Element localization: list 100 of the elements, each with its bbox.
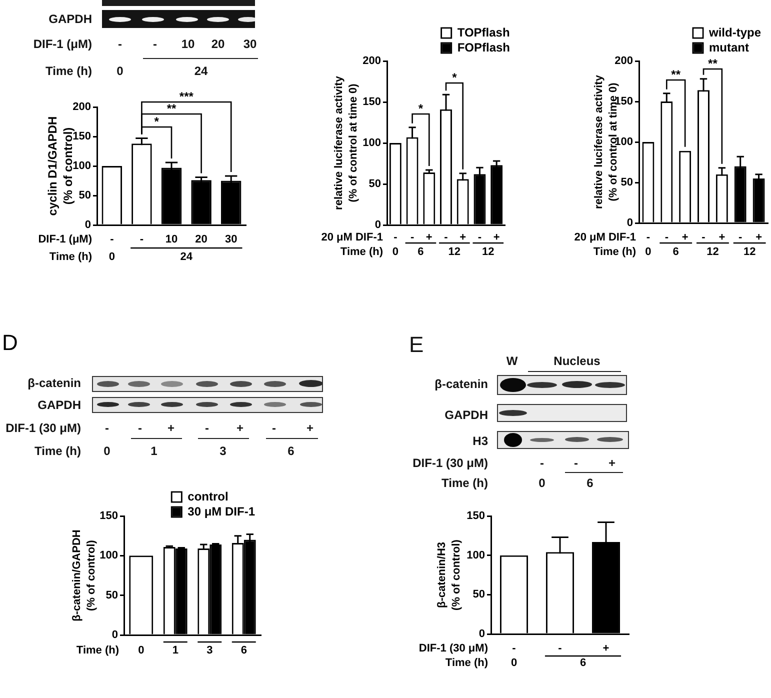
text: 6 [586,476,594,490]
text: - [574,456,578,470]
text: Time (h) [445,657,488,670]
chart-title: D [2,330,18,355]
x-tick-label: + [460,232,466,244]
text: Time (h) [340,246,384,258]
x-tick-label: - [110,234,114,246]
y-tick-label: 150 [72,130,91,143]
text: 0 [392,246,398,258]
y-tick-label: 200 [614,55,633,68]
y-tick-label: 50 [620,176,633,189]
y-tick-label: 150 [362,96,381,108]
x-axis-title: DIF-1 (μM) [38,234,92,246]
text: 0 [645,246,652,258]
annotation: * [154,114,160,128]
y-tick-label: 0 [478,628,485,640]
y-tick-label: 200 [72,101,91,114]
x-tick-label: 1 [172,644,178,657]
x-axis-title: 20 μM DIF-1 [321,232,383,244]
text: 6 [418,246,424,258]
x-tick-label: - [702,232,706,244]
text: - [138,421,142,435]
y-axis-title: relative luciferase activity (% of control at time 0) [333,75,360,210]
x-tick-label: - [512,642,516,655]
x-tick-label: - [394,232,398,244]
text: β-catenin [28,376,81,390]
y-axis-title: β-catenin/GAPDH (% of control) [71,530,98,622]
x-tick-label: + [682,232,688,244]
legend-label: wild-type [708,25,762,40]
y-tick-label: 100 [362,137,381,150]
text: 20 [211,37,225,51]
text: DIF-1 (30 μM) [412,456,488,470]
text: - [205,421,209,435]
text: Time (h) [49,251,92,264]
legend-label: mutant [709,40,749,54]
x-tick-label: + [426,232,432,244]
text: DIF-1 (μM) [33,37,92,51]
text: 10 [181,37,195,51]
text: *** [179,90,194,104]
legend-label: 30 μM DIF-1 [188,504,256,518]
y-tick-label: 200 [362,55,381,68]
text: 6 [580,657,586,670]
text: E [409,332,424,357]
text: 12 [482,246,494,258]
text: W [506,354,518,368]
text: 3 [220,444,226,458]
x-tick-label: + [718,232,726,244]
text: Time (h) [46,64,92,78]
y-tick-label: 0 [112,629,118,642]
y-tick-label: 100 [72,160,91,172]
y-tick-label: 150 [466,510,485,522]
text: - [540,456,544,470]
x-tick-label: 6 [240,644,247,657]
y-tick-label: 150 [100,510,118,522]
y-tick-label: 50 [78,190,91,202]
x-axis-title: Time (h) [76,644,120,657]
annotation: ** [708,56,718,70]
text: 24 [180,251,194,264]
legend-label: TOPflash [457,25,510,40]
y-tick-label: 0 [84,219,91,232]
text: - [118,37,122,51]
x-tick-label: - [478,232,482,244]
x-tick-label: + [602,642,610,655]
text: 12 [448,246,461,258]
legend-label: FOPflash [457,40,510,54]
text: Time (h) [34,444,81,458]
text: 0 [538,476,546,490]
x-axis-title: DIF-1 (30 μM) [418,642,488,655]
y-tick-label: 100 [466,549,485,562]
text: β-catenin [434,377,488,391]
text: Time (h) [593,246,636,258]
y-tick-label: 50 [106,589,118,602]
text: 6 [672,246,679,258]
y-tick-label: 0 [374,219,381,232]
text: H3 [472,434,488,448]
x-tick-label: 0 [138,644,144,657]
text: - [153,37,157,51]
x-tick-label: - [444,232,448,244]
x-tick-label: - [664,232,669,244]
text: Nucleus [554,354,600,368]
text: 1 [150,444,158,458]
text: Time (h) [442,476,488,490]
x-tick-label: - [646,232,650,244]
y-tick-label: 50 [368,178,381,190]
text: GAPDH [48,12,92,26]
text: + [236,421,244,435]
x-tick-label: - [738,232,743,244]
text: 12 [706,246,719,258]
text: 30 [243,37,257,51]
text: GAPDH [38,398,81,412]
text: 6 [288,444,294,458]
x-tick-label: - [140,234,144,246]
x-tick-label: + [493,232,500,244]
text: GAPDH [444,408,488,422]
text: + [167,421,175,435]
x-tick-label: 10 [165,234,178,246]
x-tick-label: 30 [224,234,238,246]
text: 0 [510,657,518,670]
text: DIF-1 (30 μM) [6,421,81,435]
x-axis-title: 20 μM DIF-1 [574,232,636,244]
